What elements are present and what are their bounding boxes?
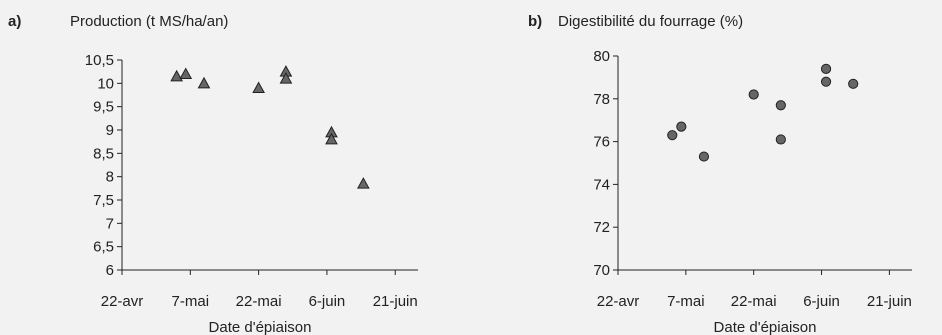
y-tick-label-b: 72 [593,219,610,236]
data-point-a [252,81,265,93]
data-point-a [179,67,193,79]
panel-label-a: a) [8,13,21,30]
y-tick-label-b: 78 [593,91,610,108]
y-tick-label-a: 6,5 [93,239,114,256]
data-point-b [748,89,759,100]
x-tick-label-a: 6-juin [309,293,346,310]
data-point-a [170,69,183,82]
y-tick-label-b: 74 [593,176,610,193]
data-point-a [279,72,293,84]
y-tick-label-a: 9,5 [93,99,114,116]
x-tick-label-a: 21-juin [373,293,418,310]
y-tick-label-a: 8 [106,169,114,186]
y-tick-label-b: 70 [593,262,610,279]
y-tick-label-a: 10,5 [85,52,114,69]
x-tick-label-a: 22-mai [236,293,282,310]
y-tick-label-a: 7,5 [93,192,114,209]
plot-area-b: 70 72 74 76 78 80 22-avr 7-mai 22-mai 6-juin 21-ju… [593,48,912,310]
data-point-b [775,134,786,145]
data-point-b [667,130,678,141]
x-tick-label-b: 6-juin [803,293,840,310]
data-point-b [676,121,687,132]
y-tick-label-b: 76 [593,134,610,151]
data-point-b [848,78,859,89]
data-point-b [775,100,786,111]
y-tick-label-a: 8,5 [93,145,114,162]
y-tick-label-a: 7 [106,215,114,232]
data-point-a [357,177,370,189]
data-point-b [698,151,710,162]
chart-title-a: Production (t MS/ha/an) [70,13,228,30]
x-tick-label-b: 21-juin [867,293,912,310]
y-tick-label-a: 10 [97,75,114,92]
chart-panel-a: a) Production (t MS/ha/an) 6 6,5 7 7,5 8 8,5 9… [8,13,418,335]
chart-panel-b: b) Digestibilité du fourrage (%) 7072747… [528,13,912,335]
x-tick-label-a: 7-mai [172,293,210,310]
data-point-a [197,76,211,89]
data-point-b [820,63,832,74]
y-tick-label-b: 80 [593,48,610,65]
x-tick-label-b: 7-mai [667,293,705,310]
plot-area-a: 6 6,5 7 7,5 8 8,5 9 9,5 10 10,5 22-avr 7-mai 22-mai 6… [85,52,418,310]
y-tick-label-a: 9 [106,122,114,139]
x-tick-label-b: 22-avr [597,293,640,310]
panel-label-b: b) [528,13,542,30]
x-axis-title-a: Date d'épiaison [209,319,312,335]
x-tick-label-b: 22-mai [731,293,777,310]
data-point-b [820,76,832,87]
x-tick-label-a: 22-avr [101,293,144,310]
x-axis-title-b: Date d'épiaison [714,319,817,335]
chart-title-b: Digestibilité du fourrage (%) [558,13,743,30]
y-tick-label-a: 6 [106,262,114,279]
data-point-a [325,132,338,145]
